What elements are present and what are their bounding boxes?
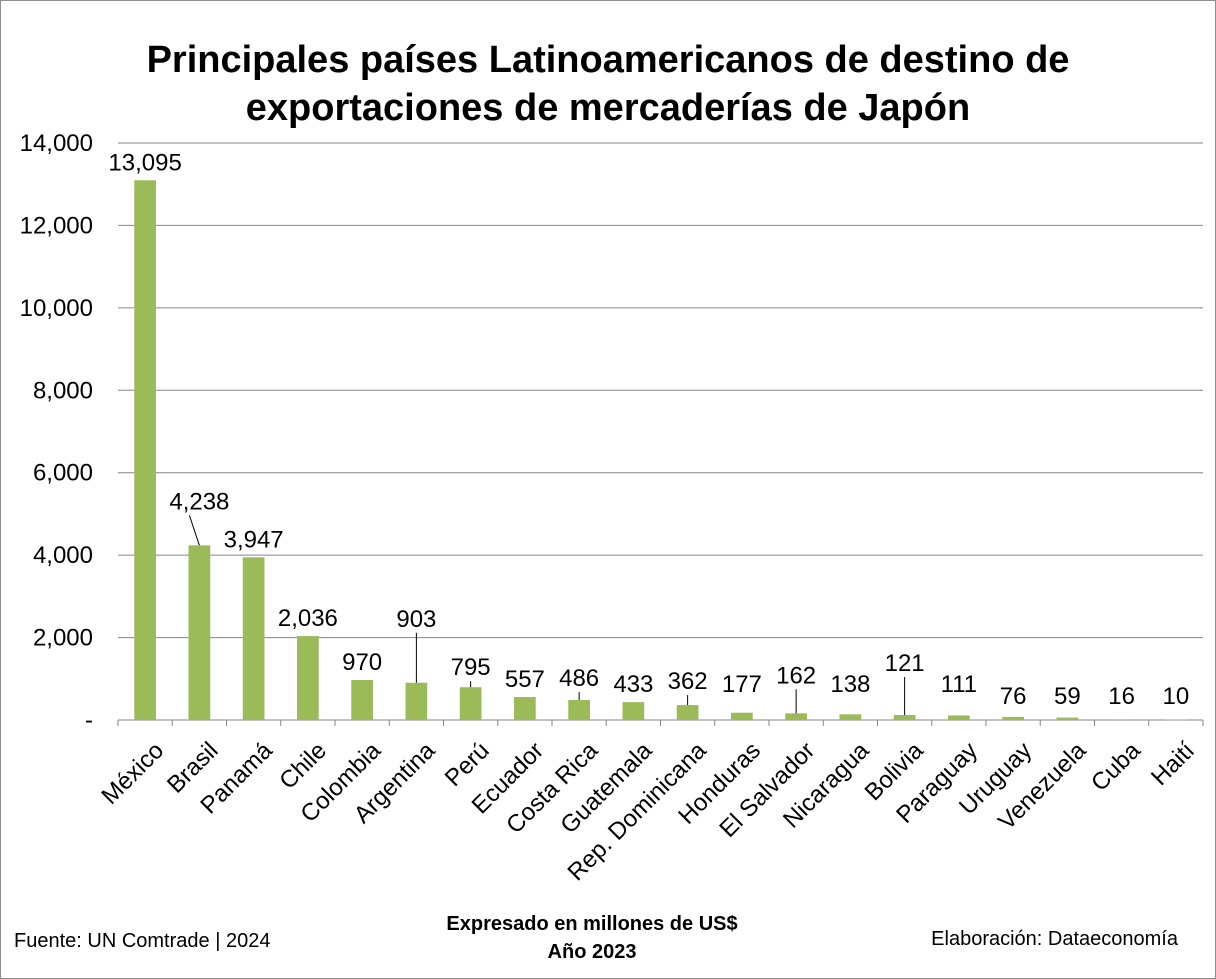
bar bbox=[948, 715, 970, 720]
x-tick-label: Cuba bbox=[1086, 737, 1146, 797]
y-tick-label: 2,000 bbox=[33, 625, 93, 652]
data-label: 177 bbox=[722, 671, 762, 698]
data-label: 138 bbox=[830, 671, 870, 698]
data-label: 3,947 bbox=[224, 526, 284, 553]
bar bbox=[622, 702, 645, 720]
data-label: 970 bbox=[342, 649, 382, 676]
bar bbox=[405, 682, 428, 720]
data-label: 433 bbox=[613, 671, 653, 698]
data-label: 2,036 bbox=[278, 605, 338, 632]
bar bbox=[1056, 717, 1079, 720]
data-label: 121 bbox=[885, 650, 925, 677]
y-tick-label: 10,000 bbox=[20, 295, 93, 322]
y-tick-label: 12,000 bbox=[20, 212, 93, 239]
data-label: 13,095 bbox=[108, 149, 181, 176]
bar bbox=[242, 557, 265, 720]
data-label: 4,238 bbox=[169, 488, 229, 515]
chart-title-line1: Principales países Latinoamericanos de d… bbox=[146, 39, 1070, 81]
bar bbox=[1110, 719, 1133, 720]
bar bbox=[893, 715, 916, 720]
bar bbox=[731, 712, 753, 720]
chart-title-line2: exportaciones de mercaderías de Japón bbox=[245, 87, 971, 129]
data-label: 486 bbox=[559, 665, 599, 692]
data-label: 16 bbox=[1108, 683, 1135, 710]
footer-note-line2: Año 2023 bbox=[547, 941, 637, 963]
bar bbox=[459, 687, 482, 720]
footer-credit: Elaboración: Dataeconomía bbox=[931, 928, 1178, 950]
footer-source: Fuente: UN Comtrade | 2024 bbox=[14, 930, 271, 952]
y-tick-label: 8,000 bbox=[33, 377, 93, 404]
bar bbox=[134, 180, 156, 720]
chart-title: Principales países Latinoamericanos de d… bbox=[0, 36, 1216, 132]
x-tick-label: Haití bbox=[1146, 737, 1200, 791]
data-label: 10 bbox=[1163, 683, 1190, 710]
y-tick-label: - bbox=[85, 707, 93, 734]
data-label: 162 bbox=[776, 662, 816, 689]
bar bbox=[785, 713, 807, 720]
bar bbox=[568, 699, 590, 720]
bar bbox=[839, 714, 862, 720]
y-tick-label: 6,000 bbox=[33, 460, 93, 487]
bar bbox=[351, 680, 373, 720]
data-label: 903 bbox=[396, 606, 436, 633]
data-label: 76 bbox=[1000, 683, 1027, 710]
data-label: 795 bbox=[451, 654, 491, 681]
data-label: 59 bbox=[1054, 683, 1081, 710]
bar bbox=[297, 636, 319, 720]
x-tick-label: México bbox=[96, 737, 169, 810]
data-label: 557 bbox=[505, 666, 545, 693]
bar bbox=[514, 697, 536, 720]
y-tick-label: 14,000 bbox=[20, 130, 93, 157]
footer-note: Expresado en millones de US$ Año 2023 bbox=[0, 910, 1184, 966]
bar bbox=[1165, 719, 1187, 721]
y-tick-label: 4,000 bbox=[33, 542, 93, 569]
footer-note-line1: Expresado en millones de US$ bbox=[446, 913, 738, 935]
bar bbox=[676, 705, 699, 720]
data-label: 362 bbox=[668, 668, 708, 695]
bar bbox=[188, 545, 211, 720]
data-label: 111 bbox=[941, 671, 977, 698]
data-label-leader bbox=[188, 515, 200, 546]
bar bbox=[1002, 716, 1024, 720]
